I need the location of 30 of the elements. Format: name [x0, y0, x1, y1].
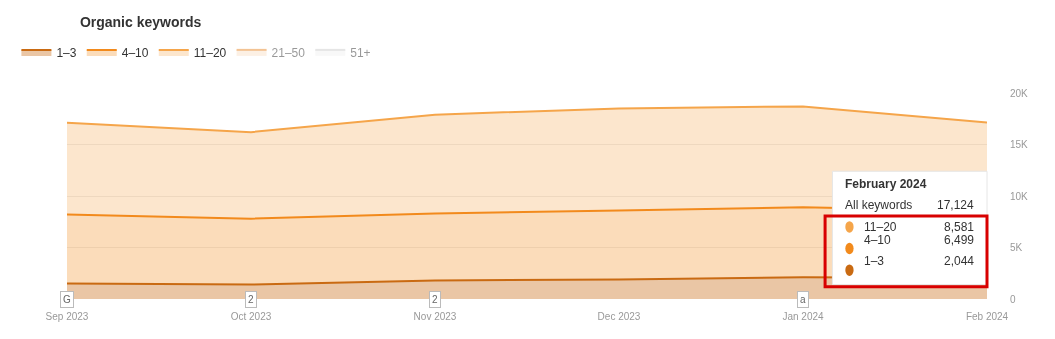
x-tick-label: Oct 2023 — [230, 311, 272, 322]
annotation: G — [63, 294, 71, 305]
annotation: 2 — [248, 294, 254, 305]
y-tick-label: 0 — [1010, 293, 1016, 305]
legend-label: 11–20 — [864, 220, 897, 234]
legend-label: 1–3 — [56, 45, 77, 60]
x-tick-label: Sep 2023 — [45, 311, 89, 322]
x-tick-label: Jan 2024 — [782, 311, 825, 322]
annotation: 2,044 — [944, 254, 975, 268]
text: 4–10 — [864, 233, 891, 247]
annotation: All keywords — [845, 198, 913, 212]
x-tick-label: Feb 2024 — [965, 311, 1009, 322]
x-tick-label: Dec 2023 — [597, 311, 641, 322]
annotation: a — [800, 294, 806, 305]
legend-label: 51+ — [350, 45, 371, 60]
legend-label: 4–10 — [121, 45, 149, 60]
text: 1–3 — [864, 254, 885, 268]
annotation: 2 — [432, 294, 438, 305]
annotation: 8,581 — [944, 220, 975, 234]
chart-title: Organic keywords — [79, 13, 202, 30]
x-tick-label: Nov 2023 — [413, 311, 457, 322]
annotation: 17,124 — [937, 198, 975, 212]
y-tick-label: 5K — [1010, 242, 1023, 253]
annotation: 6,499 — [944, 233, 975, 247]
y-tick-label: 20K — [1010, 87, 1029, 99]
text: 11–20 — [193, 45, 227, 60]
annotation: February 2024 — [845, 177, 927, 191]
legend-label: 21–50 — [271, 45, 306, 60]
y-tick-label: 15K — [1010, 139, 1029, 150]
y-tick-label: 10K — [1010, 190, 1029, 202]
